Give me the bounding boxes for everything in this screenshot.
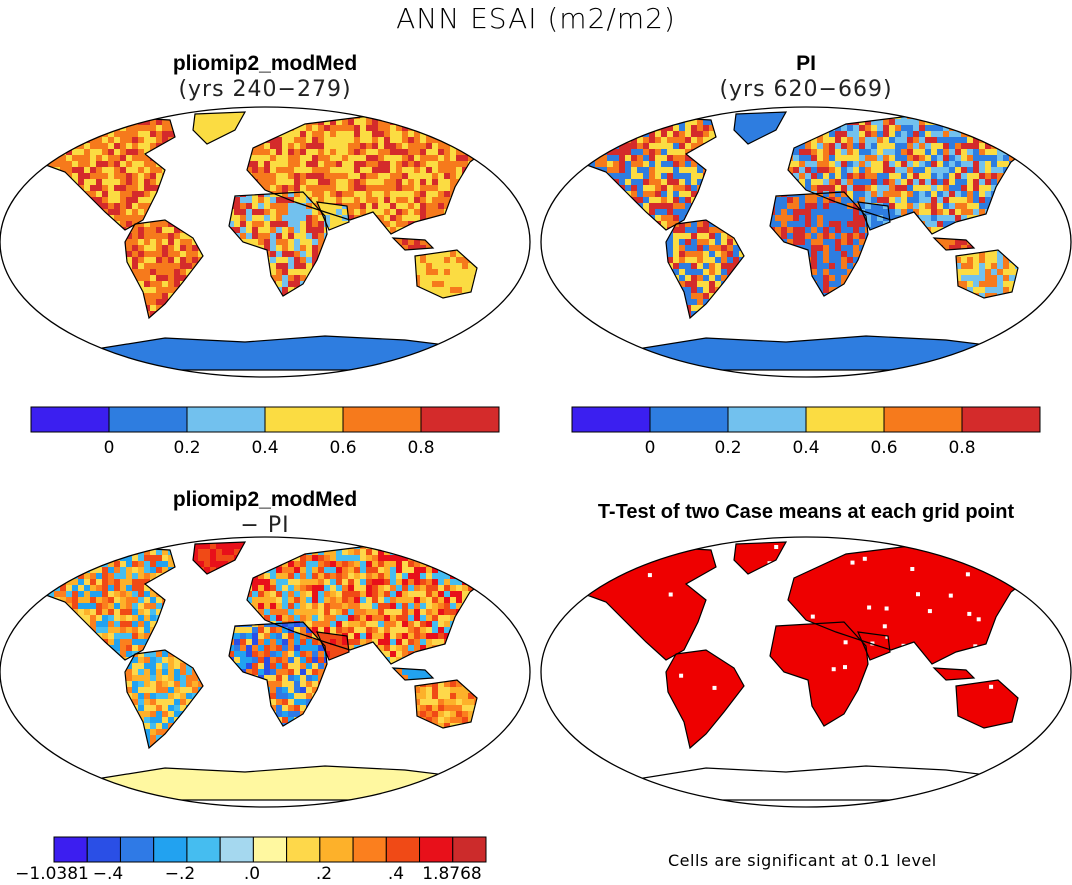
map-panel-1 <box>0 107 535 378</box>
colorbar-swatch <box>187 407 265 432</box>
cbar2-tick-label: 0.6 <box>870 438 897 458</box>
cbar3-tick-label: .2 <box>316 864 332 884</box>
colorbar-swatch <box>353 837 386 862</box>
colorbar-swatch <box>420 837 453 862</box>
cbar2-tick-label: 0.8 <box>948 438 975 458</box>
colorbar-swatch <box>287 837 320 862</box>
colorbar-swatch <box>120 837 153 862</box>
colorbar-swatch <box>31 407 109 432</box>
colorbar-swatch <box>320 837 353 862</box>
cbar1-tick-label: 0.2 <box>173 438 200 458</box>
cbar3-tick-label: .0 <box>244 864 260 884</box>
colorbar-swatch <box>220 837 253 862</box>
cbar3-tick-label: .4 <box>388 864 404 884</box>
colorbar-swatch <box>728 407 806 432</box>
colorbar-swatch <box>806 407 884 432</box>
colorbar-swatch <box>453 837 486 862</box>
cbar2-tick-label: 0.2 <box>714 438 741 458</box>
cbar2-tick-label: 0 <box>645 438 656 458</box>
colorbar-swatch <box>154 837 187 862</box>
colorbar-swatch <box>109 407 187 432</box>
cbar3-tick-label: −1.0381 <box>15 864 89 884</box>
map-panel-2 <box>541 107 1072 378</box>
cbar1-tick-label: 0.6 <box>329 438 356 458</box>
colorbar-swatch <box>253 837 286 862</box>
cbar1-tick-label: 0.8 <box>407 438 434 458</box>
colorbar-swatch <box>572 407 650 432</box>
map-panel-3 <box>0 537 535 808</box>
colorbar-panel-1 <box>31 407 499 432</box>
significance-footnote: Cells are significant at 0.1 level <box>668 851 937 870</box>
colorbar-swatch <box>421 407 499 432</box>
colorbar-swatch <box>884 407 962 432</box>
colorbar-swatch <box>87 837 120 862</box>
colorbar-swatch <box>187 837 220 862</box>
cbar1-tick-label: 0 <box>104 438 115 458</box>
colorbar-swatch <box>650 407 728 432</box>
colorbar-swatch <box>54 837 87 862</box>
map-panel-4 <box>541 537 1072 811</box>
cbar3-tick-label: −.4 <box>93 864 123 884</box>
colorbar-swatch <box>962 407 1040 432</box>
cbar3-tick-label: 1.8768 <box>422 864 481 884</box>
cbar3-tick-label: −.2 <box>165 864 195 884</box>
colorbar-panel-3 <box>54 837 486 862</box>
cbar2-tick-label: 0.4 <box>792 438 819 458</box>
colorbar-swatch <box>265 407 343 432</box>
cbar1-tick-label: 0.4 <box>251 438 278 458</box>
colorbar-swatch <box>386 837 419 862</box>
colorbar-swatch <box>343 407 421 432</box>
colorbar-panel-2 <box>572 407 1040 432</box>
